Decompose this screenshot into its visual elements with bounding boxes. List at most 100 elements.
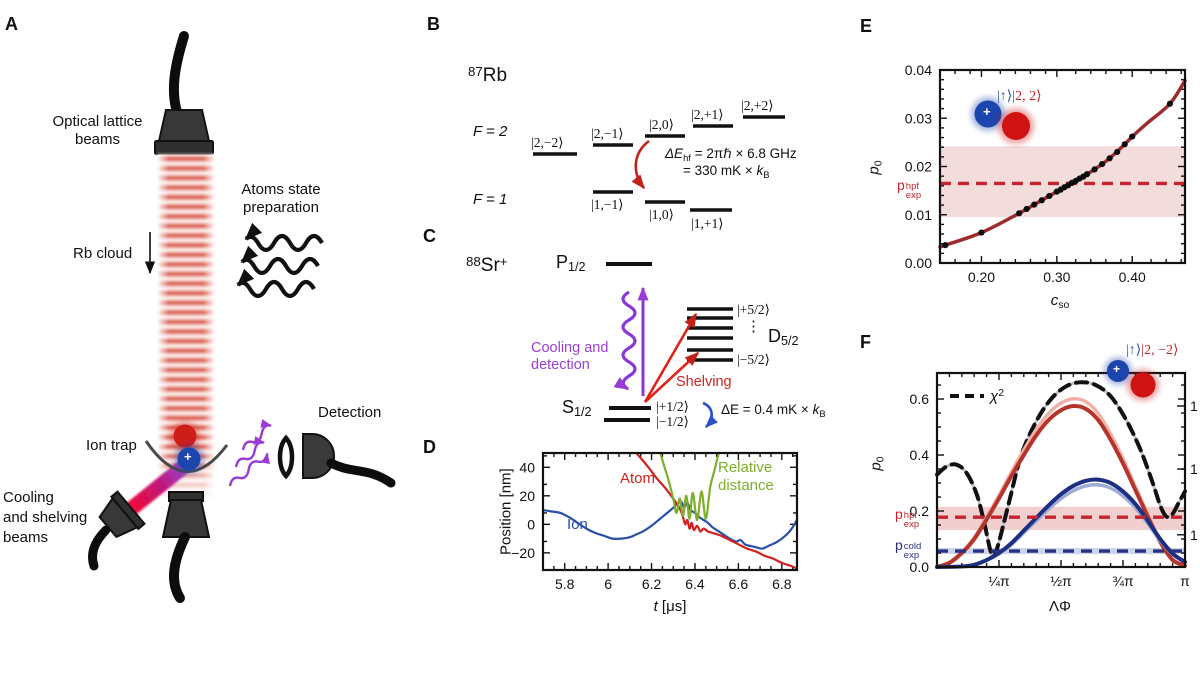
ion-trap-label: Ion trap <box>86 437 137 454</box>
chi-var: χ <box>990 388 999 405</box>
p-var: p <box>895 537 903 553</box>
panel-label-f: F <box>860 332 871 352</box>
plot-frame <box>541 451 799 572</box>
ion-icon <box>1107 360 1129 382</box>
f-ylabel: p0 <box>867 434 886 494</box>
wave-arrow-icon <box>240 245 320 276</box>
c-var: c <box>1050 292 1059 309</box>
panel-label-b: B <box>427 14 440 34</box>
x-tick-label: ¼π <box>988 573 1010 589</box>
cooling-label-1: Cooling <box>3 489 54 506</box>
detector-cable <box>326 458 396 488</box>
atoms-state-label-2: preparation <box>243 199 319 216</box>
series-atom <box>635 451 799 570</box>
data-point <box>1023 205 1030 213</box>
f1-label: F = 1 <box>473 191 508 208</box>
chi2-legend-label: χ2 <box>990 387 1004 405</box>
x-tick-label: 0.30 <box>1043 269 1070 285</box>
e-inset-plus: + <box>983 104 991 119</box>
cooling-label-2: and shelving <box>3 509 88 526</box>
fiber-cable-top <box>168 31 189 117</box>
vdots: ⋮ <box>746 318 761 335</box>
f-inset-label: |↑⟩|2, −2⟩ <box>1126 343 1178 359</box>
shelving-label: Shelving <box>676 374 732 390</box>
photon-icon <box>228 452 270 487</box>
hf-state-ket: |2, −2⟩ <box>1141 343 1179 358</box>
f-inset-plus: + <box>1113 362 1121 376</box>
x-tick-label: 6.4 <box>685 576 705 592</box>
d-term-sub: 5/2 <box>781 334 799 348</box>
p12-label: P1/2 <box>556 252 586 274</box>
s-term: S <box>562 397 575 417</box>
x-tick-label: 6.2 <box>642 576 662 592</box>
ket-s-down: |−1/2⟩ <box>656 414 689 429</box>
hf-state-ket: |2, 2⟩ <box>1012 89 1042 104</box>
p-sub: exp <box>905 190 922 201</box>
ket-d-top: |+5/2⟩ <box>737 302 770 317</box>
atom-icon <box>173 424 197 448</box>
hf-splitting-line-1: ΔEhf = 2πℏ × 6.8 GHz <box>665 146 797 165</box>
s-term-sub: 1/2 <box>574 405 592 419</box>
ket-2p2: |2,+2⟩ <box>741 98 774 113</box>
p-sup: cold <box>903 541 922 552</box>
ket-2m1: |2,−1⟩ <box>591 126 624 141</box>
isotope-mass: 87 <box>468 64 483 79</box>
optical-lattice-label-2: beams <box>74 131 121 148</box>
right-tick-label: 1 <box>1190 398 1198 414</box>
s12-label: S1/2 <box>562 397 592 419</box>
panel-f-inset <box>1104 357 1159 401</box>
y-tick-label: 0.6 <box>910 391 930 407</box>
y-tick-label: 0.4 <box>910 447 930 463</box>
optical-lattice-label-1: Optical lattice <box>52 113 143 130</box>
detector-icon <box>302 433 335 479</box>
series-hot-model <box>935 403 1187 569</box>
kb: k <box>756 163 764 178</box>
uncertainty-band <box>937 547 1185 555</box>
e-inset-label: |↑⟩|2, 2⟩ <box>997 89 1042 105</box>
cooling-wavy-arrow <box>613 290 637 391</box>
lens-icon <box>277 434 295 480</box>
series-cold-model <box>935 477 1187 569</box>
data-point <box>1166 100 1174 107</box>
panel-a-graphics <box>88 31 396 603</box>
atom-curve-label: Atom <box>620 470 656 487</box>
y-tick-label: 20 <box>519 488 535 504</box>
ket-1p1: |1,+1⟩ <box>691 216 724 231</box>
photon-arrows <box>228 419 273 487</box>
photon-icon <box>234 436 266 468</box>
y-tick-label: 0.02 <box>905 159 932 175</box>
chi-sup: 2 <box>998 387 1005 399</box>
y-tick-label: 0.01 <box>905 207 932 223</box>
panel-label-a: A <box>5 14 18 34</box>
cooling-detection-label-1: Cooling and <box>531 340 609 356</box>
data-point <box>978 229 985 236</box>
plot-frame <box>938 68 1187 265</box>
sr-ion-label: 88Sr+ <box>466 254 508 277</box>
t-units: [μs] <box>657 598 687 615</box>
panel-e-inset <box>971 97 1034 144</box>
f-xlabel: ΛΦ <box>1049 598 1071 615</box>
e-pexp-label: p hpf exp <box>897 177 921 201</box>
collimator-bottom <box>161 499 211 538</box>
chart-f: ¼π ½π ¾π π 0.0 0.2 0.4 0.6 1 1 1 <box>910 371 1198 589</box>
p-sub: 0 <box>872 160 885 167</box>
f2-label: F = 2 <box>473 123 508 140</box>
isotope-symbol: Rb <box>482 65 508 86</box>
collimator-top <box>157 109 211 142</box>
data-point <box>1091 166 1098 173</box>
series-relative-distance <box>659 451 720 522</box>
cooling-beam <box>123 456 195 517</box>
e-ylabel: p0 <box>865 138 884 198</box>
shelving-arrow-2 <box>644 352 700 403</box>
p-sup: hpf <box>905 181 920 192</box>
ket-20: |2,0⟩ <box>649 117 674 132</box>
ion-icon <box>177 447 201 471</box>
zeeman-split-arrow <box>702 401 718 428</box>
x-tick-label: π <box>1180 573 1190 589</box>
x-tick-label: ½π <box>1050 573 1072 589</box>
ket-1m1: |1,−1⟩ <box>591 197 624 212</box>
ion-plus-sign: + <box>184 449 192 464</box>
series-chi-squared <box>935 380 1187 559</box>
ket-d-bottom: |−5/2⟩ <box>737 352 770 367</box>
